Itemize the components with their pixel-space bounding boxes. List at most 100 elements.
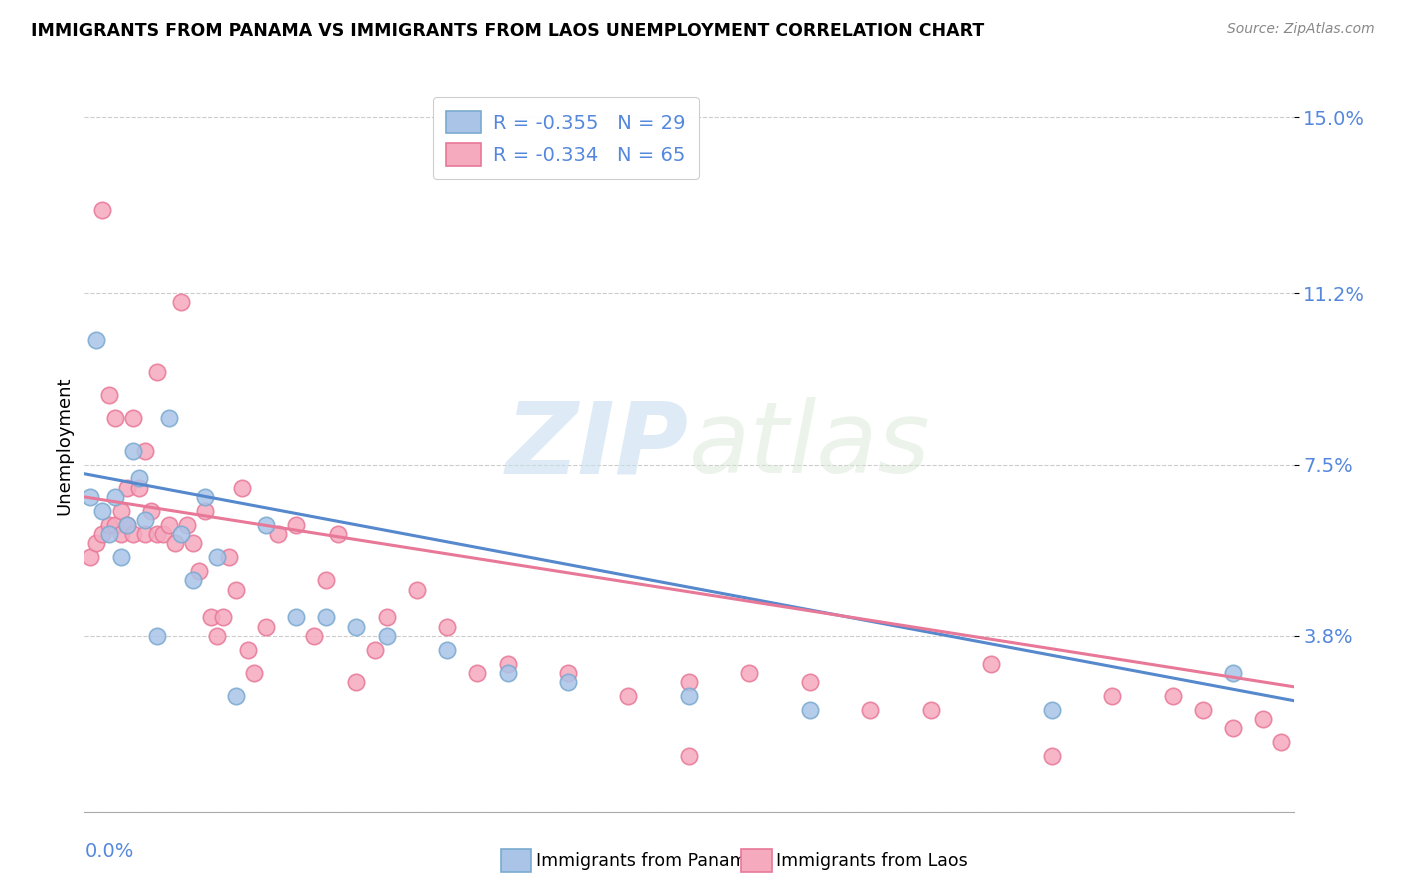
Point (346, 675, 368, 690)
Point (79, 550, 101, 565)
Point (617, 689, 640, 703)
Point (1253, 712, 1275, 726)
Point (91, 202, 114, 217)
Point (134, 527, 156, 541)
Text: atlas: atlas (689, 398, 931, 494)
Point (134, 513, 156, 527)
Point (315, 574, 337, 588)
Point (375, 629, 398, 643)
Point (1161, 689, 1184, 703)
Point (152, 527, 174, 541)
Point (207, 550, 229, 565)
Point (406, 582, 429, 597)
Point (97, 388, 120, 402)
Text: IMMIGRANTS FROM PANAMA VS IMMIGRANTS FROM LAOS UNEMPLOYMENT CORRELATION CHART: IMMIGRANTS FROM PANAMA VS IMMIGRANTS FRO… (31, 22, 984, 40)
Point (115, 517, 138, 532)
Point (285, 517, 308, 532)
Point (1222, 722, 1244, 736)
Point (920, 703, 942, 717)
Point (170, 527, 193, 541)
Point (146, 527, 169, 541)
Point (157, 517, 180, 532)
Point (146, 629, 169, 643)
Text: Immigrants from Panama: Immigrants from Panama (536, 852, 756, 870)
Point (146, 365, 169, 379)
Point (110, 504, 132, 518)
Point (236, 642, 259, 657)
Point (678, 689, 700, 703)
Point (115, 481, 138, 495)
Point (678, 749, 700, 764)
Point (86, 536, 108, 550)
Point (1040, 703, 1063, 717)
Point (121, 443, 143, 458)
Point (212, 610, 235, 624)
Point (121, 411, 143, 425)
Point (97, 527, 120, 541)
Point (302, 629, 325, 643)
Point (1101, 689, 1123, 703)
Point (1222, 665, 1244, 680)
Text: Immigrants from Laos: Immigrants from Laos (776, 852, 967, 870)
Point (328, 527, 350, 541)
Point (157, 411, 180, 425)
Point (678, 675, 700, 690)
Point (557, 675, 579, 690)
Point (799, 703, 821, 717)
Text: ZIP: ZIP (506, 398, 689, 494)
Point (194, 490, 217, 504)
Point (859, 703, 882, 717)
Point (363, 642, 385, 657)
Point (104, 411, 127, 425)
Point (231, 481, 253, 495)
Point (165, 536, 187, 550)
Point (97, 517, 120, 532)
Point (315, 610, 337, 624)
Point (194, 504, 217, 518)
Point (254, 619, 277, 633)
Point (436, 619, 458, 633)
Point (254, 517, 277, 532)
Point (121, 527, 143, 541)
Point (139, 504, 162, 518)
Point (346, 619, 368, 633)
Point (218, 550, 240, 565)
Point (980, 657, 1002, 671)
Point (267, 527, 290, 541)
Point (1040, 749, 1063, 764)
Point (79, 490, 101, 504)
Point (738, 665, 761, 680)
Point (799, 675, 821, 690)
Point (110, 550, 132, 565)
Point (134, 443, 156, 458)
Point (128, 471, 150, 485)
Point (496, 657, 519, 671)
Y-axis label: Unemployment: Unemployment (55, 376, 73, 516)
Point (104, 517, 127, 532)
Legend: R = -0.355   N = 29, R = -0.334   N = 65: R = -0.355 N = 29, R = -0.334 N = 65 (433, 97, 699, 179)
Text: 0.0%: 0.0% (84, 842, 134, 862)
Point (225, 582, 247, 597)
Point (86, 333, 108, 347)
Point (91, 527, 114, 541)
Point (207, 629, 229, 643)
Point (188, 564, 211, 578)
Point (1270, 735, 1292, 749)
Point (115, 517, 138, 532)
Point (104, 490, 127, 504)
Point (225, 689, 247, 703)
Point (496, 665, 519, 680)
Point (436, 642, 458, 657)
Point (110, 527, 132, 541)
Point (176, 517, 198, 532)
Point (467, 665, 489, 680)
Point (285, 610, 308, 624)
Point (128, 481, 150, 495)
Point (181, 574, 204, 588)
Text: Source: ZipAtlas.com: Source: ZipAtlas.com (1227, 22, 1375, 37)
Point (91, 504, 114, 518)
Point (242, 665, 264, 680)
Point (1192, 703, 1215, 717)
Point (170, 295, 193, 310)
Point (200, 610, 222, 624)
